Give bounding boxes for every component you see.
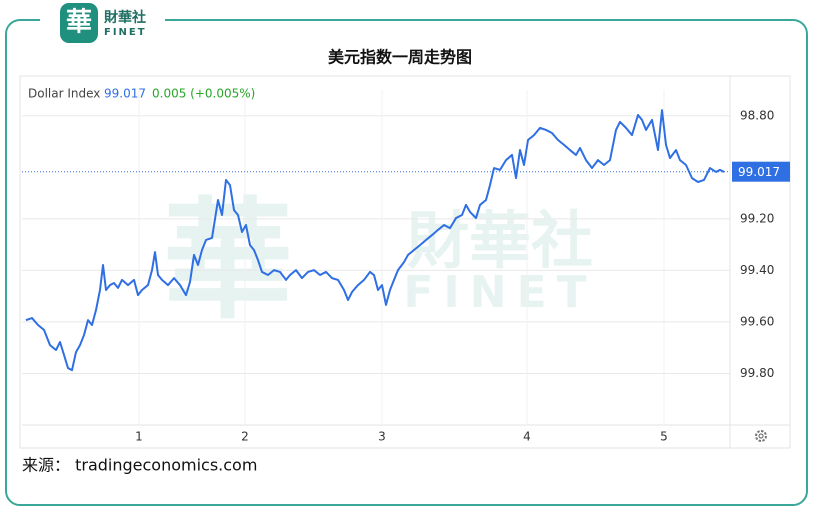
- legend-last: 99.017: [104, 87, 146, 101]
- y-tick-label: 99.80: [740, 366, 774, 380]
- y-tick-label: 99.60: [740, 314, 774, 328]
- y-tick-label: 99.20: [740, 211, 774, 225]
- settings-icon[interactable]: [755, 430, 767, 442]
- watermark-name: 財華社: [407, 204, 593, 277]
- last-value-label: 99.017: [738, 165, 780, 179]
- legend-change: 0.005 (+0.005%): [152, 87, 255, 101]
- watermark-latin: FINET: [403, 267, 596, 318]
- x-tick-label: 3: [378, 430, 386, 444]
- x-tick-label: 1: [135, 430, 143, 444]
- line: [25, 109, 725, 372]
- source: 来源： tradingeconomics.com: [22, 456, 257, 475]
- logo-latin: FINET: [104, 27, 147, 38]
- chart-title: 美元指数一周走势图: [328, 48, 472, 67]
- logo-badge: [60, 3, 98, 43]
- last-value-box: [732, 161, 790, 182]
- legend-name: Dollar Index: [28, 87, 100, 101]
- watermark-mark: 華: [163, 185, 293, 337]
- x-tick-label: 2: [241, 430, 249, 444]
- logo-name: 財華社: [103, 9, 146, 26]
- y-tick-label: 99.40: [740, 263, 774, 277]
- y-tick-label: 98.80: [740, 108, 774, 122]
- plot: 98.80 99.20 99.40 99.60 99.80 1 2 3 4 5 99.017: [22, 76, 790, 448]
- x-tick-label: 4: [523, 430, 531, 444]
- logo-mark: 華: [66, 8, 92, 38]
- x-tick-label: 5: [660, 430, 668, 444]
